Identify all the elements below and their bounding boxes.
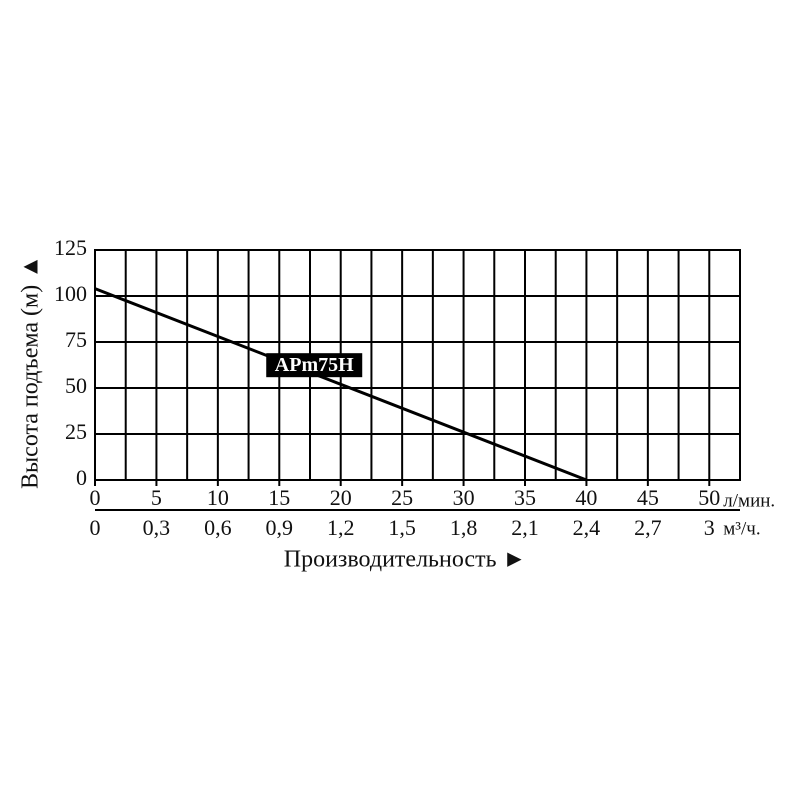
x2-tick-label: 3 [704, 515, 715, 540]
x2-tick-label: 0 [90, 515, 101, 540]
series-label-box [266, 353, 363, 378]
x2-tick-label: 2,4 [573, 515, 601, 540]
x2-tick-label: 2,1 [511, 515, 539, 540]
x-tick-label: 40 [575, 485, 597, 510]
x2-tick-label: 1,2 [327, 515, 355, 540]
x2-tick-label: 0,6 [204, 515, 232, 540]
x-tick-label: 25 [391, 485, 413, 510]
y-tick-label: 125 [54, 235, 87, 260]
x2-tick-label: 1,5 [388, 515, 416, 540]
series-label: APm75H [275, 354, 354, 376]
x-unit: л/мин. [723, 490, 775, 511]
y-axis-label: Высота подъема (м) ▲ [18, 255, 44, 489]
x-tick-label: 0 [90, 485, 101, 510]
x-tick-label: 5 [151, 485, 162, 510]
x-tick-label: 20 [330, 485, 352, 510]
x-tick-label: 35 [514, 485, 536, 510]
y-tick-label: 75 [65, 327, 87, 352]
x-tick-label: 50 [698, 485, 720, 510]
x-tick-label: 10 [207, 485, 229, 510]
y-tick-label: 50 [65, 373, 87, 398]
x-tick-label: 30 [453, 485, 475, 510]
x-axis-label: Производительность ► [284, 547, 527, 573]
x2-tick-label: 0,3 [143, 515, 171, 540]
x-tick-label: 15 [268, 485, 290, 510]
y-tick-label: 25 [65, 419, 87, 444]
x2-tick-label: 0,9 [266, 515, 294, 540]
x2-unit: м³/ч. [723, 518, 760, 539]
x-tick-label: 45 [637, 485, 659, 510]
x2-tick-label: 1,8 [450, 515, 478, 540]
y-tick-label: 100 [54, 281, 87, 306]
x2-tick-label: 2,7 [634, 515, 662, 540]
y-tick-label: 0 [76, 465, 87, 490]
series-line [94, 287, 587, 482]
